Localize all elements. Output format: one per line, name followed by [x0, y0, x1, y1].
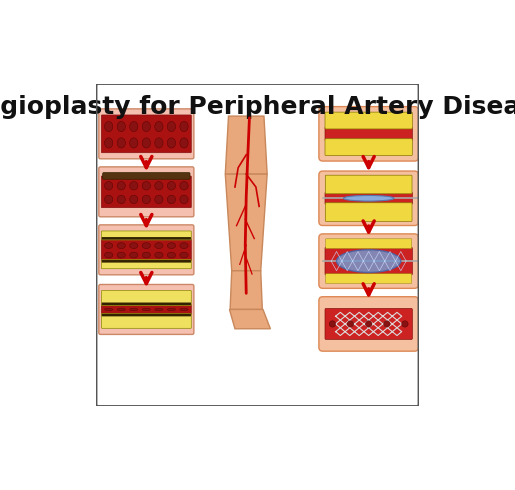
Ellipse shape — [117, 122, 125, 132]
FancyBboxPatch shape — [99, 109, 194, 159]
FancyBboxPatch shape — [325, 139, 413, 155]
Ellipse shape — [105, 252, 113, 258]
Ellipse shape — [167, 308, 176, 311]
Ellipse shape — [167, 243, 176, 248]
Ellipse shape — [105, 181, 113, 190]
Polygon shape — [230, 310, 270, 329]
Ellipse shape — [180, 308, 188, 311]
Ellipse shape — [142, 195, 150, 204]
Ellipse shape — [167, 252, 176, 258]
Ellipse shape — [117, 181, 125, 190]
FancyBboxPatch shape — [325, 127, 413, 141]
FancyBboxPatch shape — [325, 273, 411, 283]
Ellipse shape — [142, 308, 150, 311]
Ellipse shape — [130, 243, 138, 248]
FancyBboxPatch shape — [325, 203, 412, 221]
Ellipse shape — [180, 138, 188, 148]
Ellipse shape — [154, 243, 163, 248]
FancyBboxPatch shape — [325, 239, 411, 248]
FancyBboxPatch shape — [101, 176, 191, 208]
Ellipse shape — [167, 122, 176, 132]
Ellipse shape — [142, 122, 150, 132]
Ellipse shape — [105, 195, 113, 204]
Ellipse shape — [105, 138, 113, 148]
Ellipse shape — [336, 250, 401, 272]
Ellipse shape — [142, 243, 150, 248]
FancyBboxPatch shape — [99, 285, 194, 334]
Ellipse shape — [117, 243, 125, 248]
Polygon shape — [225, 174, 267, 271]
FancyBboxPatch shape — [101, 231, 191, 240]
Ellipse shape — [384, 321, 390, 327]
Ellipse shape — [167, 138, 176, 148]
Ellipse shape — [105, 122, 113, 132]
FancyBboxPatch shape — [101, 314, 191, 328]
FancyBboxPatch shape — [101, 291, 191, 305]
Text: Angioplasty for Peripheral Artery Disease: Angioplasty for Peripheral Artery Diseas… — [0, 95, 515, 119]
Ellipse shape — [130, 138, 138, 148]
Ellipse shape — [154, 181, 163, 190]
FancyBboxPatch shape — [101, 237, 191, 240]
FancyBboxPatch shape — [319, 297, 419, 351]
FancyBboxPatch shape — [102, 172, 190, 179]
FancyBboxPatch shape — [99, 225, 194, 275]
Ellipse shape — [154, 308, 163, 311]
FancyBboxPatch shape — [325, 247, 413, 275]
Ellipse shape — [105, 308, 113, 311]
Ellipse shape — [180, 195, 188, 204]
Ellipse shape — [154, 122, 163, 132]
FancyBboxPatch shape — [101, 260, 191, 269]
Ellipse shape — [117, 308, 125, 311]
FancyBboxPatch shape — [325, 112, 413, 129]
Ellipse shape — [142, 252, 150, 258]
FancyBboxPatch shape — [325, 175, 412, 194]
Ellipse shape — [142, 181, 150, 190]
FancyBboxPatch shape — [319, 171, 419, 225]
Ellipse shape — [130, 195, 138, 204]
FancyBboxPatch shape — [101, 314, 191, 317]
Ellipse shape — [130, 122, 138, 132]
FancyBboxPatch shape — [101, 260, 191, 263]
Ellipse shape — [180, 243, 188, 248]
Ellipse shape — [142, 138, 150, 148]
Polygon shape — [225, 116, 267, 174]
FancyBboxPatch shape — [99, 167, 194, 217]
Ellipse shape — [180, 181, 188, 190]
FancyBboxPatch shape — [101, 302, 191, 305]
Ellipse shape — [167, 195, 176, 204]
Ellipse shape — [130, 181, 138, 190]
Ellipse shape — [154, 138, 163, 148]
Ellipse shape — [402, 321, 408, 327]
Ellipse shape — [154, 252, 163, 258]
Ellipse shape — [167, 181, 176, 190]
Ellipse shape — [329, 321, 336, 327]
FancyBboxPatch shape — [325, 192, 413, 204]
FancyBboxPatch shape — [325, 309, 413, 340]
Ellipse shape — [130, 308, 138, 311]
Polygon shape — [230, 271, 262, 310]
Ellipse shape — [105, 243, 113, 248]
Ellipse shape — [344, 196, 394, 201]
FancyBboxPatch shape — [101, 115, 191, 153]
Ellipse shape — [180, 252, 188, 258]
Ellipse shape — [117, 138, 125, 148]
Ellipse shape — [366, 321, 372, 327]
Ellipse shape — [180, 122, 188, 132]
FancyBboxPatch shape — [101, 239, 191, 261]
Ellipse shape — [130, 252, 138, 258]
FancyBboxPatch shape — [101, 304, 191, 315]
Ellipse shape — [347, 321, 354, 327]
Ellipse shape — [117, 252, 125, 258]
Ellipse shape — [117, 195, 125, 204]
Ellipse shape — [154, 195, 163, 204]
FancyBboxPatch shape — [319, 234, 419, 288]
FancyBboxPatch shape — [319, 107, 419, 161]
